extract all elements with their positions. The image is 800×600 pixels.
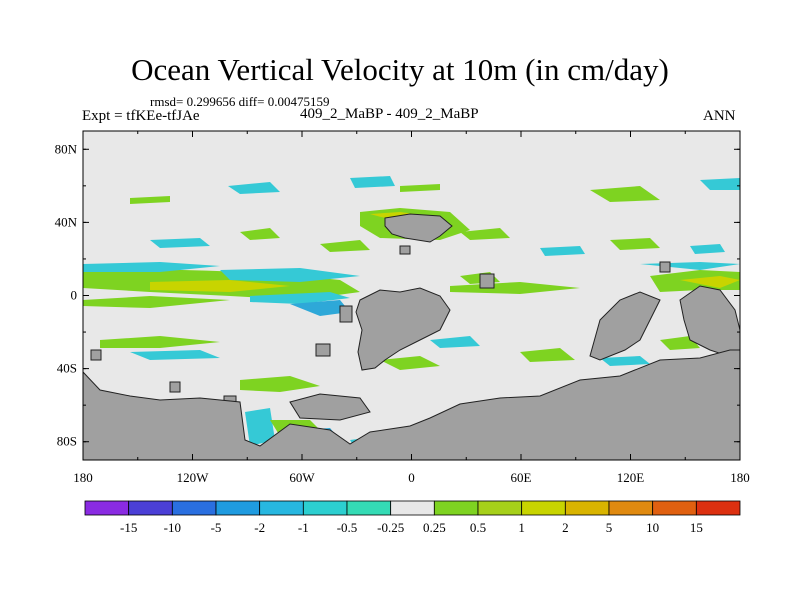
colorbar-swatch [215, 500, 261, 516]
x-tick-label: 180 [73, 470, 93, 485]
y-tick-label: 80N [55, 141, 78, 156]
colorbar-swatch [652, 500, 697, 516]
colorbar-labels: -15 -10 -5 -2 -1 -0.5 -0.25 0.25 0.5 1 2 5 10 15 [120, 520, 703, 535]
y-tick-label: 40S [57, 361, 77, 376]
colorbar-label: -0.5 [337, 520, 358, 535]
colorbar-label: -2 [254, 520, 265, 535]
center-label: 409_2_MaBP - 409_2_MaBP [300, 106, 479, 122]
colorbar-label: -0.25 [377, 520, 404, 535]
colorbar-swatch [346, 500, 392, 516]
experiment-label: Expt = tfKEe-tfJAe [82, 108, 200, 124]
x-axis: 180 120W 60W 0 60E 120E 180 [73, 131, 750, 485]
y-tick-label: 40N [55, 214, 78, 229]
map-plot [82, 131, 741, 461]
colorbar [84, 500, 741, 516]
colorbar-swatch [433, 500, 479, 516]
x-tick-label: 180 [730, 470, 750, 485]
colorbar-swatch [477, 500, 523, 516]
x-tick-label: 0 [408, 470, 415, 485]
y-tick-label: 80S [57, 434, 77, 449]
y-axis: 80N 40N 0 40S 80S [55, 141, 740, 449]
colorbar-label: 2 [562, 520, 569, 535]
colorbar-label: -1 [298, 520, 309, 535]
page-title: Ocean Vertical Velocity at 10m (in cm/da… [131, 52, 669, 87]
colorbar-swatch [128, 500, 173, 516]
colorbar-label: 10 [646, 520, 659, 535]
colorbar-label: 5 [606, 520, 613, 535]
colorbar-label: 0.25 [423, 520, 446, 535]
colorbar-swatch [695, 500, 741, 516]
colorbar-label: 0.5 [470, 520, 486, 535]
colorbar-swatch [84, 500, 130, 516]
x-tick-label: 60W [289, 470, 315, 485]
y-tick-label: 0 [71, 288, 78, 303]
colorbar-label: -10 [164, 520, 181, 535]
season-label: ANN [703, 108, 736, 124]
colorbar-label: 1 [518, 520, 525, 535]
x-tick-label: 120W [177, 470, 210, 485]
stats-label: rmsd= 0.299656 diff= 0.00475159 [150, 94, 330, 109]
colorbar-swatch [521, 500, 566, 516]
colorbar-swatch [259, 500, 304, 516]
colorbar-swatch [390, 500, 435, 516]
x-tick-label: 60E [511, 470, 532, 485]
colorbar-label: -15 [120, 520, 137, 535]
x-tick-label: 120E [617, 470, 645, 485]
land-mask [82, 213, 741, 461]
colorbar-swatch [608, 500, 654, 516]
colorbar-swatch [564, 500, 610, 516]
colorbar-label: 15 [690, 520, 703, 535]
colorbar-swatch [302, 500, 348, 516]
colorbar-swatch [171, 500, 217, 516]
colorbar-label: -5 [211, 520, 222, 535]
